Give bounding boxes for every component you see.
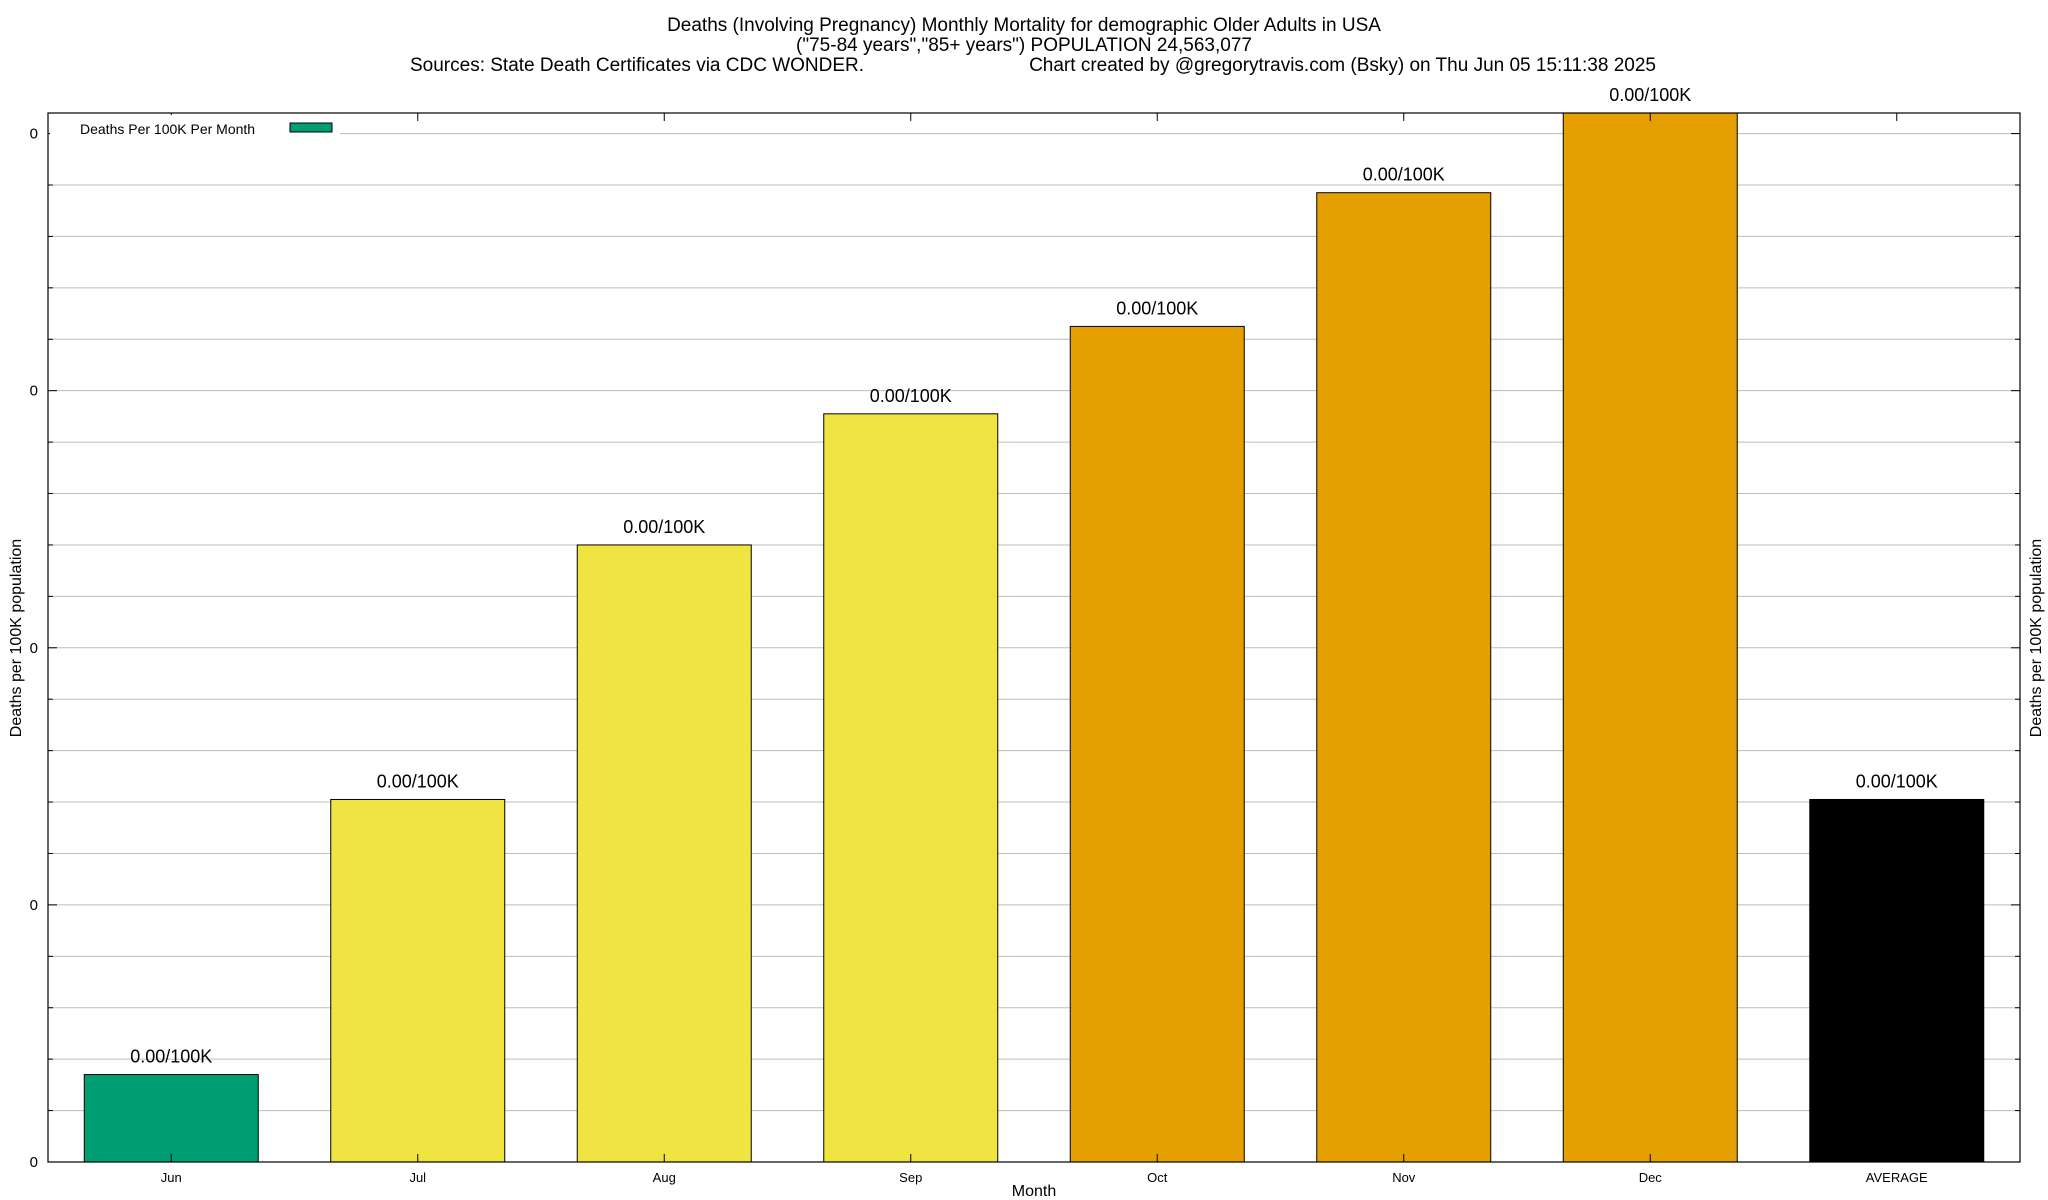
x-tick-label: Jul <box>409 1170 426 1185</box>
y-axis-label-right: Deaths per 100K population <box>2028 539 2045 737</box>
data-label: 0.00/100K <box>130 1047 212 1067</box>
data-label: 0.00/100K <box>1856 771 1938 791</box>
x-tick-label: Sep <box>899 1170 922 1185</box>
x-tick-label: Aug <box>653 1170 676 1185</box>
chart-subtitle: ("75-84 years","85+ years") POPULATION 2… <box>796 35 1252 56</box>
x-tick-label: Nov <box>1392 1170 1416 1185</box>
x-tick-label: Jun <box>161 1170 182 1185</box>
plot-frame <box>47 112 2021 1163</box>
x-axis-label: Month <box>1012 1183 1056 1200</box>
x-tick-label: AVERAGE <box>1866 1170 1928 1185</box>
legend: Deaths Per 100K Per Month <box>50 115 340 141</box>
data-label: 0.00/100K <box>377 771 459 791</box>
x-tick-label: Oct <box>1147 1170 1168 1185</box>
y-tick-label: 0 <box>30 640 38 657</box>
data-label: 0.00/100K <box>1116 298 1198 318</box>
chart-credit: Chart created by @gregorytravis.com (Bsk… <box>1029 55 1656 76</box>
x-tick-label: Dec <box>1639 1170 1663 1185</box>
bar-oct <box>1069 325 1245 1163</box>
bar-dec <box>1562 112 1738 1163</box>
data-label: 0.00/100K <box>1363 165 1445 185</box>
data-labels: 0.00/100K 0.00/100K 0.00/100K 0.00/100K 0.00… <box>130 85 1938 1067</box>
legend-swatch <box>289 122 333 133</box>
x-axis-ticks: Jun Jul Aug Sep Oct Nov Dec AVERAGE <box>161 113 1928 1185</box>
y-tick-label: 0 <box>30 383 38 400</box>
bars <box>83 112 1985 1163</box>
bar-nov <box>1316 192 1492 1163</box>
legend-label: Deaths Per 100K Per Month <box>80 121 255 137</box>
chart-title: Deaths (Involving Pregnancy) Monthly Mor… <box>667 15 1381 36</box>
bar-aug <box>576 544 752 1163</box>
bar-sep <box>823 413 999 1163</box>
y-axis-label: Deaths per 100K population <box>8 539 25 737</box>
chart-sources: Sources: State Death Certificates via CD… <box>410 55 864 76</box>
y-tick-label: 0 <box>30 1154 38 1171</box>
y-tick-label: 0 <box>30 126 38 143</box>
bar-average <box>1809 798 1985 1163</box>
y-axis-ticks: 0 0 0 0 0 <box>30 126 2020 1171</box>
bar-jul <box>330 798 506 1163</box>
bar-jun <box>83 1074 259 1163</box>
data-label: 0.00/100K <box>870 386 952 406</box>
y-tick-label: 0 <box>30 897 38 914</box>
data-label: 0.00/100K <box>1609 85 1691 105</box>
data-label: 0.00/100K <box>623 517 705 537</box>
